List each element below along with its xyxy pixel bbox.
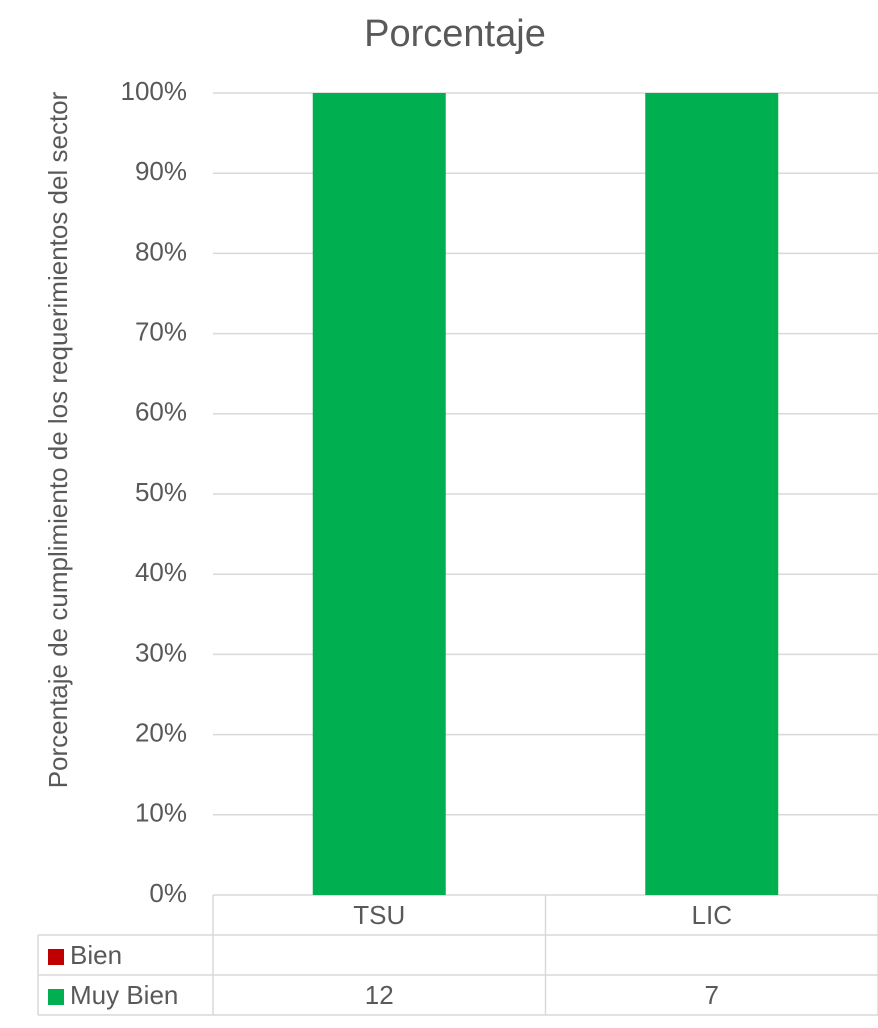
y-tick-label: 60% [135, 397, 187, 427]
y-tick-label: 90% [135, 156, 187, 186]
chart-title: Porcentaje [364, 13, 546, 55]
y-tick-label: 100% [121, 76, 188, 106]
y-tick-label: 70% [135, 316, 187, 346]
y-tick-label: 40% [135, 557, 187, 587]
legend-swatch [48, 989, 64, 1005]
y-tick-label: 20% [135, 717, 187, 747]
y-tick-label: 80% [135, 236, 187, 266]
y-tick-label: 10% [135, 798, 187, 828]
bar [312, 93, 446, 895]
table-value: 12 [365, 980, 394, 1010]
y-tick-label: 30% [135, 637, 187, 667]
x-tick-label: TSU [353, 900, 405, 930]
table-value: 7 [705, 980, 719, 1010]
y-tick-label: 50% [135, 477, 187, 507]
y-tick-label: 0% [149, 878, 187, 908]
y-axis-title: Porcentaje de cumplimiento de los requer… [43, 91, 73, 789]
bar [645, 93, 779, 895]
x-tick-label: LIC [692, 900, 732, 930]
legend-label: Bien [70, 940, 122, 970]
legend-label: Muy Bien [70, 980, 178, 1010]
legend-swatch [48, 949, 64, 965]
